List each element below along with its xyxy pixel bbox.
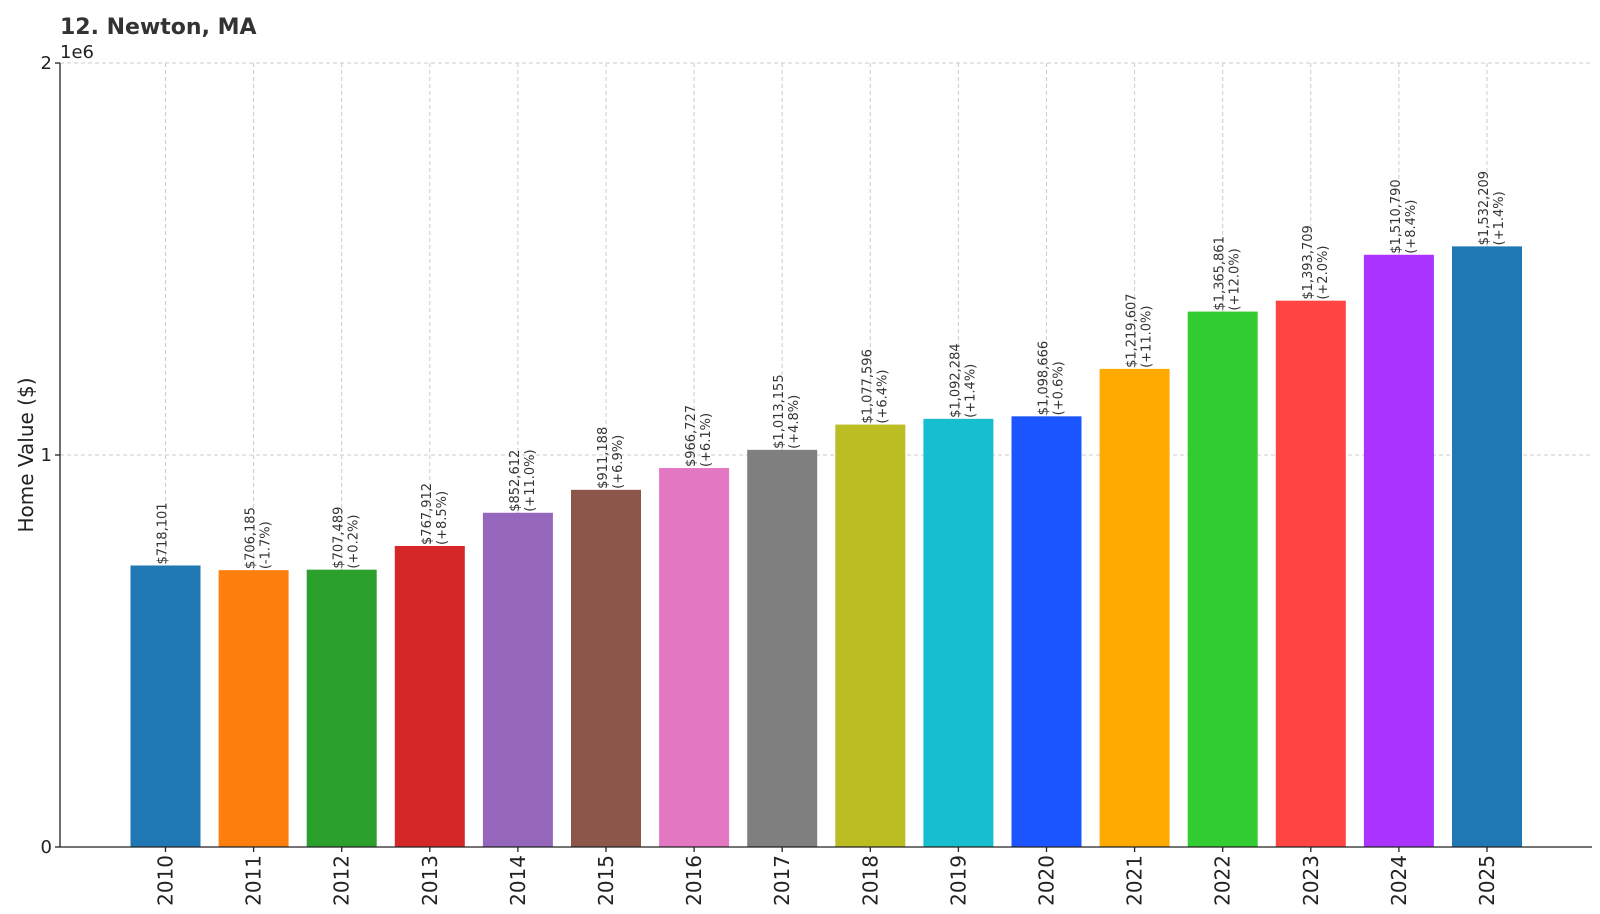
bar-2021	[1099, 368, 1170, 847]
x-tick-label-2012: 2012	[330, 855, 354, 906]
bar-2013	[394, 545, 465, 847]
change-label-2019: (+1.4%)	[963, 364, 978, 418]
y-tick-label: 1	[41, 445, 52, 466]
x-tick-label-2013: 2013	[418, 855, 442, 906]
value-label-2017: $1,013,155	[772, 374, 787, 448]
value-label-2024: $1,510,790	[1389, 179, 1404, 253]
x-tick-label-2021: 2021	[1123, 855, 1147, 906]
value-label-2021: $1,219,607	[1125, 293, 1140, 367]
change-label-2017: (+4.8%)	[787, 395, 802, 449]
value-label-2012: $707,489	[332, 507, 347, 569]
change-label-2024: (+8.4%)	[1404, 200, 1419, 254]
change-label-2023: (+2.0%)	[1316, 246, 1331, 300]
value-label-2011: $706,185	[244, 507, 259, 569]
x-tick-label-2014: 2014	[506, 855, 530, 906]
value-label-2025: $1,532,209	[1477, 171, 1492, 245]
bar-2017	[747, 449, 818, 847]
x-tick-label-2022: 2022	[1211, 855, 1235, 906]
bar-2023	[1275, 300, 1346, 847]
x-tick-label-2015: 2015	[594, 855, 618, 906]
value-label-2014: $852,612	[508, 450, 523, 512]
y-offset-label: 1e6	[60, 42, 94, 63]
change-label-2025: (+1.4%)	[1492, 191, 1507, 245]
bar-2012	[306, 569, 377, 847]
value-label-2013: $767,912	[420, 483, 435, 545]
x-tick-label-2017: 2017	[770, 855, 794, 906]
grid-lines	[60, 62, 1592, 847]
value-label-2023: $1,393,709	[1301, 225, 1316, 299]
value-label-2020: $1,098,666	[1037, 341, 1052, 415]
change-label-2012: (+0.2%)	[347, 515, 362, 569]
x-tick-label-2018: 2018	[858, 855, 882, 906]
bar-2022	[1187, 311, 1258, 847]
value-label-2019: $1,092,284	[948, 343, 963, 417]
bar-2019	[923, 418, 994, 847]
x-tick-label-2010: 2010	[154, 855, 178, 906]
bars	[130, 246, 1522, 847]
bar-2024	[1363, 254, 1434, 847]
x-tick-label-2020: 2020	[1035, 855, 1059, 906]
x-ticks: 2010 2011 2012 2013 2014 2015 2016 2017 2018 2019…	[154, 847, 1499, 906]
bar-2020	[1011, 416, 1082, 847]
value-label-2010: $718,101	[156, 502, 171, 564]
y-axis-label: Home Value ($)	[14, 377, 38, 532]
data-labels: $718,101 $706,185 (-1.7%) $707,489 (+0.2%) $7…	[156, 171, 1508, 569]
change-label-2022: (+12.0%)	[1228, 248, 1243, 310]
x-tick-label-2016: 2016	[682, 855, 706, 906]
change-label-2021: (+11.0%)	[1140, 306, 1155, 368]
change-label-2011: (-1.7%)	[259, 521, 274, 569]
change-label-2018: (+6.4%)	[875, 370, 890, 424]
x-tick-label-2011: 2011	[242, 855, 266, 906]
bar-2010	[130, 565, 201, 847]
change-label-2016: (+6.1%)	[699, 413, 714, 467]
change-label-2013: (+8.5%)	[435, 491, 450, 545]
change-label-2020: (+0.6%)	[1052, 361, 1067, 415]
x-tick-label-2024: 2024	[1387, 855, 1411, 906]
change-label-2014: (+11.0%)	[523, 449, 538, 511]
x-tick-label-2019: 2019	[946, 855, 970, 906]
change-label-2015: (+6.9%)	[611, 435, 626, 489]
y-ticks: 0 1 2	[41, 53, 60, 858]
y-tick-label: 0	[41, 837, 52, 858]
value-label-2016: $966,727	[684, 405, 699, 467]
bar-2011	[218, 570, 289, 847]
x-tick-label-2025: 2025	[1475, 855, 1499, 906]
bar-2025	[1452, 246, 1522, 847]
value-label-2015: $911,188	[596, 427, 611, 489]
y-tick-label: 2	[41, 53, 52, 74]
bar-2018	[835, 424, 906, 847]
value-label-2022: $1,365,861	[1213, 236, 1228, 310]
bar-2015	[571, 489, 641, 847]
bar-2014	[482, 512, 553, 847]
bar-2016	[659, 468, 730, 847]
x-tick-label-2023: 2023	[1299, 855, 1323, 906]
value-label-2018: $1,077,596	[860, 349, 875, 423]
chart-title: 12. Newton, MA	[60, 15, 257, 40]
